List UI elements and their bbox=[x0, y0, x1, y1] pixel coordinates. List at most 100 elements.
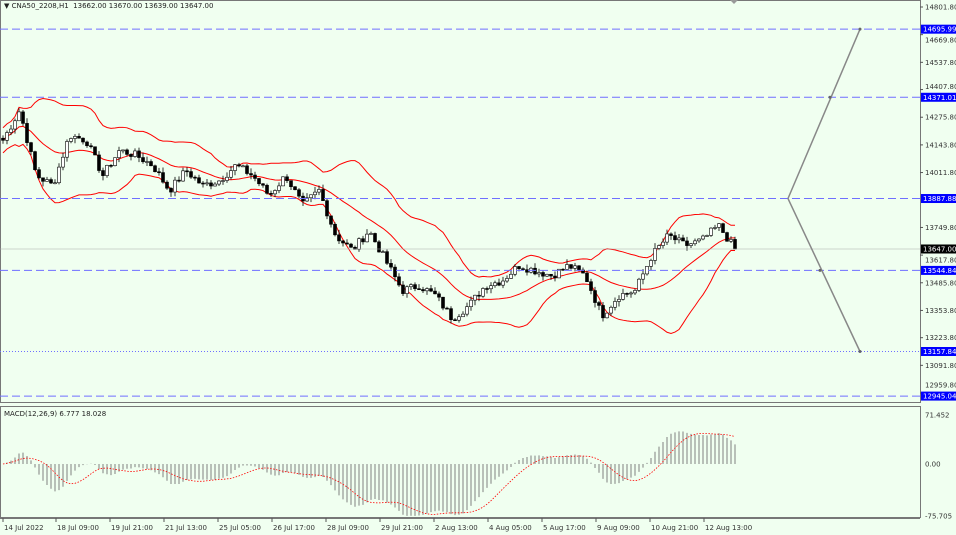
candle-body bbox=[125, 149, 129, 155]
candle-body bbox=[33, 151, 37, 171]
candle-body bbox=[25, 123, 29, 143]
candle-body bbox=[281, 176, 285, 187]
candle-body bbox=[361, 238, 365, 243]
candle-body bbox=[117, 150, 121, 159]
price-tick-label: 13353.80 bbox=[925, 307, 956, 315]
chart-shift-marker bbox=[730, 0, 738, 4]
candle-body bbox=[309, 194, 313, 199]
candles bbox=[1, 108, 737, 324]
candle-body bbox=[109, 164, 113, 167]
candle-body bbox=[453, 319, 457, 322]
candle-body bbox=[637, 278, 641, 291]
candle-body bbox=[341, 240, 345, 244]
time-tick-label: 26 Jul 17:00 bbox=[273, 524, 315, 532]
candle-body bbox=[461, 313, 465, 318]
macd-histogram bbox=[6, 431, 736, 516]
candle-body bbox=[217, 180, 221, 185]
candle-body bbox=[1, 137, 5, 141]
candle-body bbox=[205, 182, 209, 185]
candle-body bbox=[333, 223, 337, 236]
candle-body bbox=[133, 150, 137, 157]
candle-body bbox=[441, 296, 445, 309]
candle-body bbox=[261, 183, 265, 186]
candle-body bbox=[649, 260, 653, 267]
candle-body bbox=[69, 138, 73, 142]
candle-body bbox=[469, 299, 473, 307]
candle-body bbox=[653, 248, 657, 261]
candle-body bbox=[197, 177, 201, 184]
price-tick-label: 14537.80 bbox=[925, 59, 956, 67]
candle-body bbox=[65, 141, 69, 158]
candle-body bbox=[265, 184, 269, 194]
bollinger-lower bbox=[2, 143, 736, 334]
candle-body bbox=[713, 227, 717, 229]
candle-body bbox=[493, 282, 497, 286]
level-price-tag bbox=[921, 265, 956, 275]
candle-body bbox=[37, 169, 41, 179]
candle-body bbox=[725, 232, 729, 242]
candle-body bbox=[241, 165, 245, 168]
time-tick-label: 9 Aug 09:00 bbox=[597, 524, 640, 532]
candle-body bbox=[93, 146, 97, 156]
projection-end-marker bbox=[858, 27, 862, 31]
candle-body bbox=[497, 282, 501, 286]
candle-body bbox=[457, 316, 461, 321]
candle-body bbox=[121, 149, 125, 152]
ohlc-values: 13662.00 13670.00 13639.00 13647.00 bbox=[73, 2, 214, 10]
collapse-triangle-icon[interactable]: ▼ bbox=[4, 2, 10, 10]
projection-marker bbox=[818, 268, 822, 272]
candle-body bbox=[413, 284, 417, 289]
candle-body bbox=[313, 191, 317, 196]
candle-body bbox=[181, 170, 185, 182]
candle-body bbox=[13, 120, 17, 130]
candle-body bbox=[149, 161, 153, 167]
price-tick-label: 13749.80 bbox=[925, 224, 956, 232]
candle-body bbox=[517, 266, 521, 269]
candle-body bbox=[233, 164, 237, 171]
candle-body bbox=[629, 292, 633, 295]
candle-body bbox=[661, 241, 665, 246]
candle-body bbox=[437, 293, 441, 298]
price-tick-label: 13485.80 bbox=[925, 279, 956, 287]
level-price-tag bbox=[921, 92, 956, 102]
current-price-tag bbox=[921, 244, 956, 254]
candle-body bbox=[561, 268, 565, 271]
candle-body bbox=[501, 280, 505, 286]
candle-body bbox=[553, 275, 557, 279]
candle-body bbox=[161, 172, 165, 183]
candle-body bbox=[545, 273, 549, 277]
candle-body bbox=[321, 189, 325, 201]
price-tick-label: 14407.80 bbox=[925, 83, 956, 91]
level-price-label: 14695.99 bbox=[923, 26, 956, 34]
candle-body bbox=[601, 305, 605, 319]
macd-tick-label: 71.452 bbox=[925, 412, 950, 420]
candle-body bbox=[305, 197, 309, 202]
time-tick-label: 10 Aug 21:00 bbox=[651, 524, 698, 532]
candle-body bbox=[9, 128, 13, 133]
candle-body bbox=[57, 166, 61, 184]
candle-body bbox=[641, 273, 645, 280]
candle-body bbox=[357, 238, 361, 250]
price-tick-label: 13617.80 bbox=[925, 256, 956, 264]
candle-body bbox=[593, 290, 597, 303]
candle-body bbox=[113, 157, 117, 166]
time-tick-label: 19 Jul 21:00 bbox=[111, 524, 153, 532]
level-price-tag bbox=[921, 194, 956, 204]
candle-body bbox=[169, 187, 173, 193]
candle-body bbox=[685, 240, 689, 246]
candle-body bbox=[537, 272, 541, 275]
candle-body bbox=[349, 243, 353, 248]
candle-body bbox=[101, 170, 105, 176]
candle-body bbox=[77, 136, 81, 139]
candle-body bbox=[365, 233, 369, 243]
candle-body bbox=[633, 290, 637, 294]
candle-body bbox=[393, 266, 397, 278]
candle-body bbox=[609, 306, 613, 314]
candle-body bbox=[369, 233, 373, 235]
candle-body bbox=[85, 141, 89, 147]
candle-body bbox=[397, 276, 401, 286]
candle-body bbox=[49, 179, 53, 184]
candle-body bbox=[533, 267, 537, 275]
candle-body bbox=[485, 288, 489, 290]
